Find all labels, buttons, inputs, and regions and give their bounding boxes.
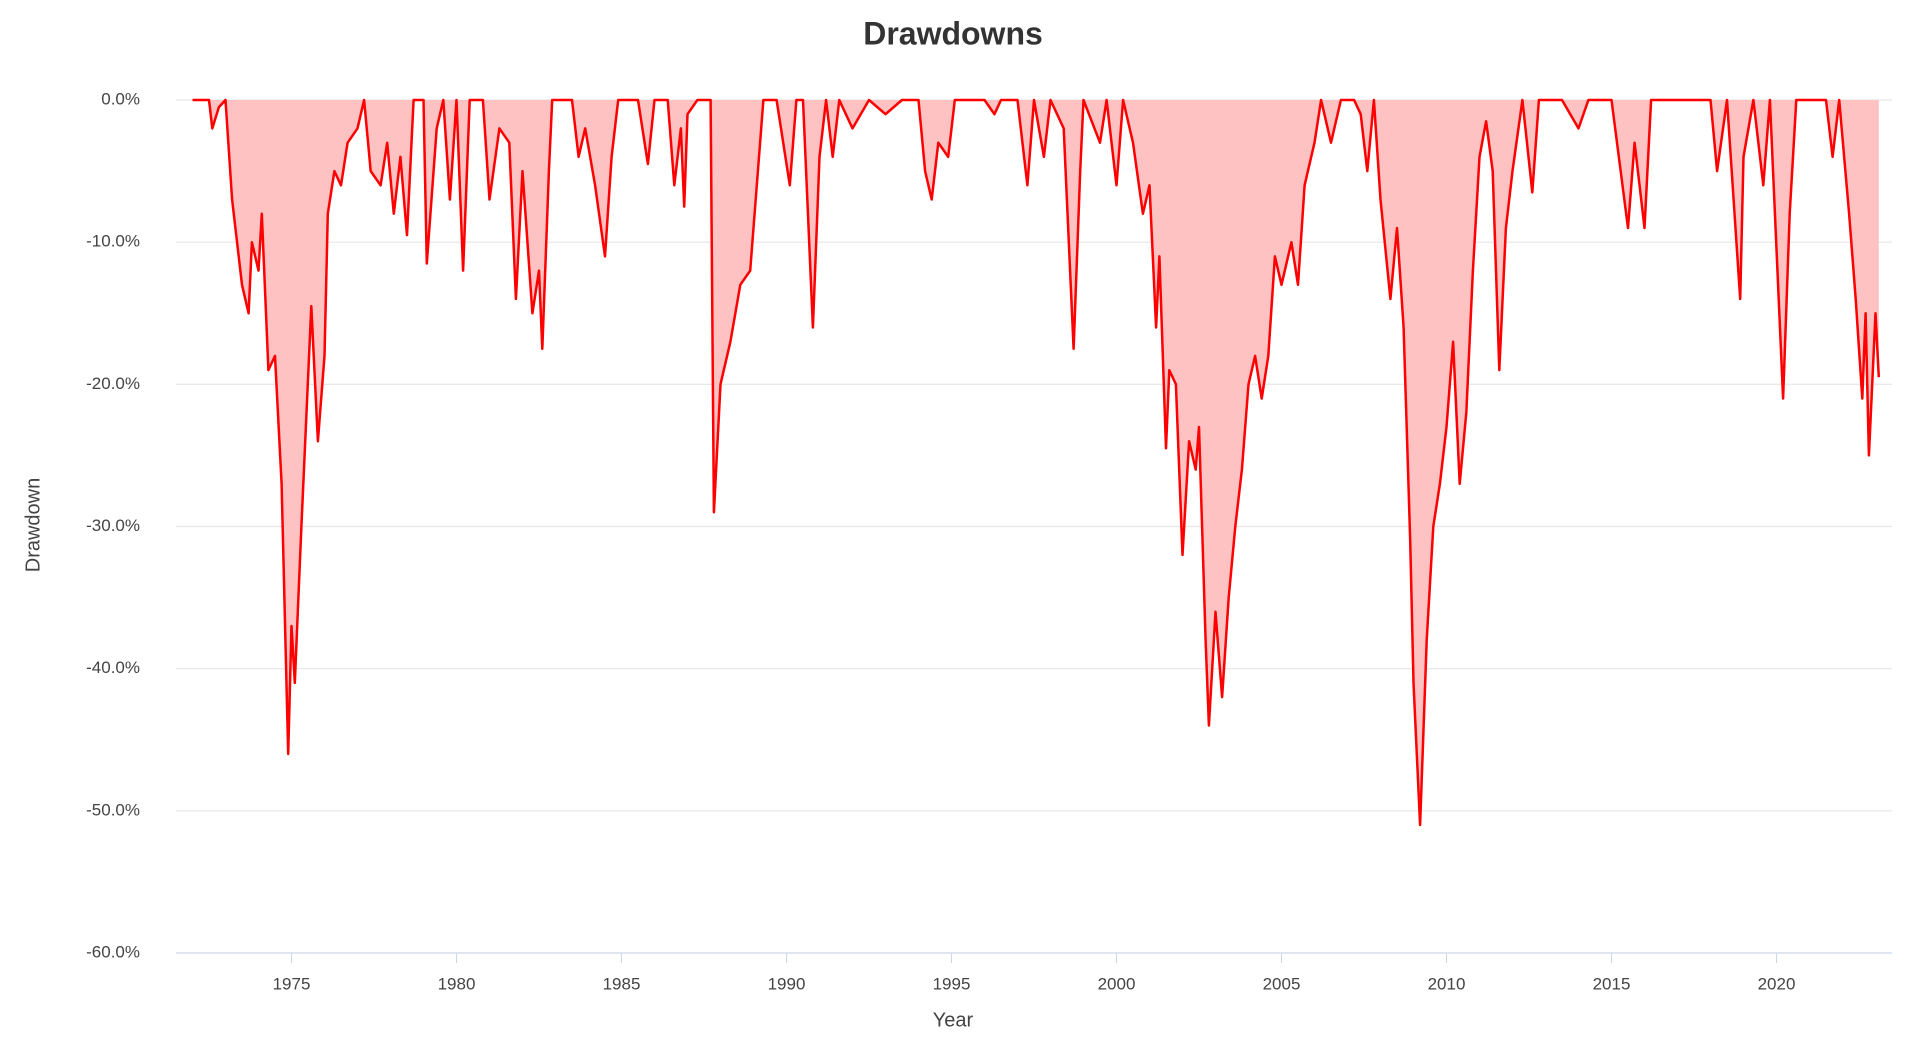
chart-title: Drawdowns [863, 15, 1043, 51]
drawdown-line [192, 98, 1881, 827]
y-tick-label: -60.0% [86, 942, 140, 961]
x-tick-label: 1975 [273, 974, 311, 993]
x-tick-label: 2020 [1758, 974, 1796, 993]
x-tick-label: 1980 [438, 974, 476, 993]
y-tick-label: -30.0% [86, 516, 140, 535]
x-tick-label: 2000 [1098, 974, 1136, 993]
area-fill [192, 100, 1879, 825]
y-tick-label: -20.0% [86, 374, 140, 393]
y-tick-label: -10.0% [86, 232, 140, 251]
y-tick-label: 0.0% [101, 89, 140, 108]
x-tick-label: 2005 [1263, 974, 1301, 993]
y-tick-label: -40.0% [86, 658, 140, 677]
x-tick-label: 2015 [1593, 974, 1631, 993]
x-tick-label: 1985 [603, 974, 641, 993]
x-axis-title: Year [933, 1009, 974, 1031]
y-axis-title: Drawdown [22, 478, 44, 572]
x-tick-label: 1995 [933, 974, 971, 993]
x-tick-label: 2010 [1428, 974, 1466, 993]
y-tick-label: -50.0% [86, 800, 140, 819]
x-tick-label: 1990 [768, 974, 806, 993]
